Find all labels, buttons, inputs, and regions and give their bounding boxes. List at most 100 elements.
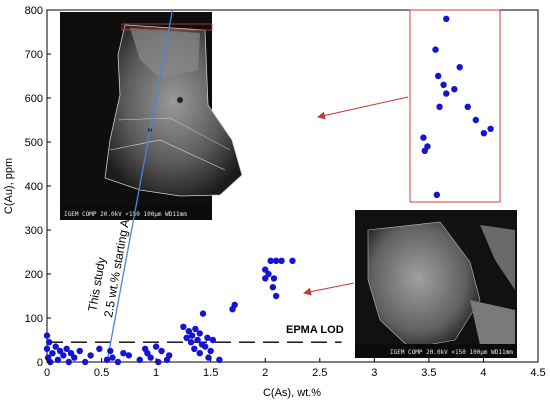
data-point	[187, 339, 195, 346]
sem-caption-2: IGEM COMP 20.0kV ×150 100µm WD11mm	[390, 349, 513, 356]
inset-data-point	[433, 191, 441, 198]
data-point	[144, 350, 151, 357]
data-point	[103, 356, 111, 363]
y-tick-label: 600	[25, 93, 43, 105]
y-tick-label: 500	[25, 137, 43, 149]
x-tick-label: 4.5	[530, 367, 545, 379]
inset-frame	[409, 9, 501, 203]
lod-label: EPMA LOD	[286, 324, 344, 336]
data-point	[185, 328, 193, 335]
inset-data-point	[472, 116, 480, 124]
y-tick-label: 300	[25, 225, 43, 237]
data-point	[267, 257, 274, 264]
y-tick-label: 800	[25, 5, 43, 17]
y-tick-label: 0	[37, 357, 43, 369]
data-point	[289, 257, 296, 264]
inset-data-point	[480, 130, 488, 137]
y-tick-label: 700	[25, 49, 43, 61]
data-point	[204, 334, 211, 341]
data-point	[76, 347, 83, 355]
x-tick-label: 3.5	[421, 367, 436, 379]
data-point	[196, 330, 203, 337]
sem-image-1: IGEM COMP 20.0kV ×150 100µm WD11mm	[60, 12, 243, 220]
data-point	[107, 347, 114, 355]
data-point	[194, 336, 201, 344]
data-point	[96, 345, 103, 352]
data-point	[191, 345, 198, 352]
data-point	[60, 352, 67, 359]
arrow-to-sem-2	[303, 282, 355, 296]
data-point	[180, 323, 187, 330]
data-point	[54, 356, 62, 363]
data-point	[270, 275, 278, 282]
data-point	[202, 343, 209, 350]
data-point	[155, 358, 162, 366]
data-point	[231, 301, 238, 308]
data-point	[166, 352, 173, 359]
inset-data-point	[464, 103, 471, 111]
x-tick-label: 2.5	[312, 367, 327, 379]
data-point	[67, 350, 75, 357]
data-point	[81, 358, 89, 366]
data-point	[152, 343, 160, 350]
data-point	[216, 356, 223, 363]
data-point	[56, 347, 64, 355]
inset-data-point	[421, 147, 428, 154]
data-point	[87, 352, 94, 359]
x-tick-label: 1.5	[203, 367, 218, 379]
data-point	[71, 354, 78, 361]
inset-data-point	[443, 90, 450, 97]
data-point	[136, 356, 143, 363]
inset-data-point	[487, 125, 494, 132]
data-point	[272, 292, 280, 300]
x-tick-label: 3	[371, 367, 377, 379]
x-tick-label: 4	[480, 367, 486, 379]
data-point	[192, 325, 199, 333]
y-tick-label: 100	[25, 313, 43, 325]
data-point	[209, 336, 217, 344]
inset-data-point	[436, 103, 443, 111]
data-point	[65, 358, 73, 366]
data-point	[109, 354, 116, 361]
data-point	[63, 345, 70, 352]
data-point	[196, 350, 203, 357]
inset-data-point	[440, 81, 447, 89]
data-point	[120, 350, 127, 357]
data-point	[49, 350, 56, 357]
trend-line	[106, 9, 174, 363]
data-point	[269, 284, 277, 291]
x-axis-label: C(As), wt.%	[263, 387, 321, 399]
x-tick-label: 0	[44, 367, 50, 379]
inset-data-point	[456, 63, 463, 71]
data-point	[278, 257, 285, 264]
data-point	[262, 266, 269, 273]
data-point	[43, 345, 51, 352]
y-tick-label: 200	[25, 269, 43, 281]
x-tick-label: 1	[153, 367, 159, 379]
sem-caption-1: IGEM COMP 20.0kV ×150 100µm WD11mm	[64, 211, 187, 218]
data-point	[147, 354, 154, 361]
data-point	[45, 339, 53, 346]
data-point	[114, 358, 122, 366]
y-axis-label: C(Au), ppm	[3, 158, 15, 214]
inset-data-point	[443, 15, 450, 22]
inset-data-point	[435, 72, 442, 80]
data-point	[183, 334, 190, 341]
x-tick-label: 2	[262, 367, 268, 379]
data-point	[125, 352, 133, 359]
data-point	[199, 310, 207, 317]
inset-data-point	[420, 134, 427, 141]
data-point	[205, 354, 212, 361]
data-point	[158, 347, 165, 355]
data-point	[43, 332, 51, 339]
sem-image-2: IGEM COMP 20.0kV ×150 100µm WD11mm	[355, 210, 517, 358]
data-point	[262, 275, 269, 282]
arrow-to-sem-1	[317, 96, 409, 120]
y-tick-label: 400	[25, 181, 43, 193]
data-point	[207, 347, 214, 355]
data-point	[188, 332, 196, 339]
data-point	[272, 257, 280, 264]
inset-data-point	[451, 86, 458, 93]
x-tick-label: 0.5	[94, 367, 109, 379]
